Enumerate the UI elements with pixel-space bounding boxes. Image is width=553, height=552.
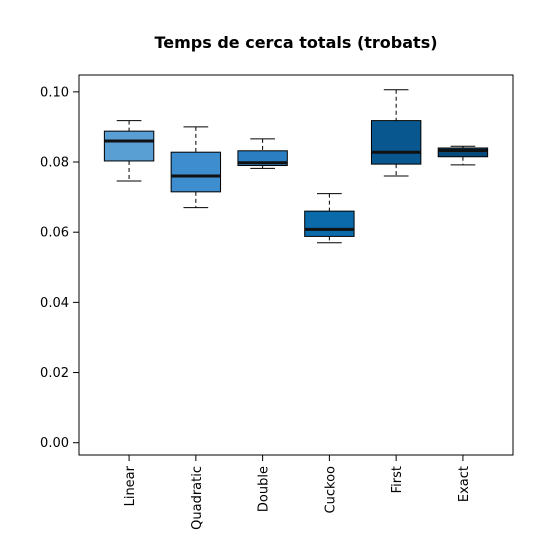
y-axis-ticks: 0.00 0.02 0.04 0.06 0.08 0.10 <box>40 85 79 451</box>
box-series <box>103 89 489 244</box>
box-first <box>370 89 422 177</box>
x-tick-label: Double <box>257 466 272 512</box>
chart-title: Temps de cerca totals (trobats) <box>154 33 437 52</box>
box-double <box>237 138 288 169</box>
x-axis-ticks: Linear Quadratic Double Cuckoo First Exact <box>123 455 472 530</box>
y-tick-label: 0.02 <box>40 366 69 381</box>
x-tick-label: Quadratic <box>190 466 205 530</box>
box-cuckoo <box>304 193 355 244</box>
y-tick-label: 0.10 <box>40 85 69 100</box>
box-iqr <box>370 120 422 165</box>
x-tick-label: Linear <box>123 465 138 506</box>
x-tick-label: First <box>390 466 405 493</box>
box-exact <box>437 145 489 166</box>
x-tick-label: Exact <box>457 466 472 502</box>
y-tick-label: 0.06 <box>40 226 69 241</box>
box-iqr <box>304 210 355 237</box>
y-tick-label: 0.04 <box>40 296 69 311</box>
y-tick-label: 0.08 <box>40 156 69 171</box>
box-linear <box>103 120 155 182</box>
x-tick-label: Cuckoo <box>323 466 338 513</box>
box-iqr <box>170 151 222 193</box>
box-iqr <box>437 147 489 158</box>
y-tick-label: 0.00 <box>40 436 69 451</box>
box-iqr <box>103 130 155 162</box>
box-quadratic <box>170 126 222 209</box>
